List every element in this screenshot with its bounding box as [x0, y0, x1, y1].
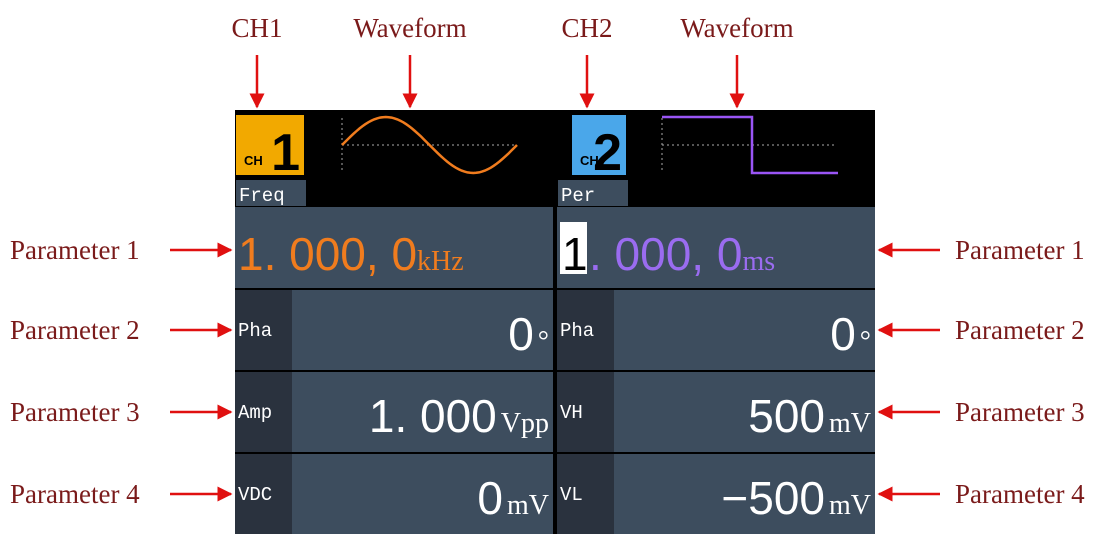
parameter-label: VL: [560, 484, 583, 506]
parameter-label: Pha: [238, 320, 272, 342]
value: 0: [477, 472, 503, 524]
value: 1. 000, 0: [238, 228, 417, 280]
annotation: Parameter 3: [10, 397, 140, 427]
parameter-label: VDC: [238, 484, 272, 506]
value: . 000, 0: [589, 228, 742, 280]
unit: mV: [829, 490, 871, 521]
unit: kHz: [417, 246, 464, 277]
badge-label: CH: [244, 153, 263, 168]
unit: Vpp: [501, 408, 549, 439]
annotation: Parameter 1: [10, 235, 140, 265]
value: 0: [830, 308, 856, 360]
value: 1. 000: [369, 390, 497, 442]
parameter-label: Amp: [238, 402, 272, 424]
parameter-label: Pha: [560, 320, 594, 342]
parameter-label: VH: [560, 402, 583, 424]
annotation: CH2: [561, 13, 612, 43]
value: −500: [721, 472, 825, 524]
annotation: Parameter 1: [955, 235, 1085, 265]
annotation: Parameter 2: [955, 315, 1085, 345]
annotation: Parameter 4: [955, 479, 1085, 509]
unit: ms: [742, 246, 775, 277]
unit: mV: [507, 490, 549, 521]
annotation: Parameter 4: [10, 479, 140, 509]
unit: °: [860, 326, 871, 357]
unit: °: [538, 326, 549, 357]
value: 0: [508, 308, 534, 360]
badge-number: 2: [593, 124, 622, 182]
annotation: Parameter 2: [10, 315, 140, 345]
annotation: Waveform: [353, 13, 466, 43]
annotation: CH1: [231, 13, 282, 43]
diagram: CH1WaveformCH2WaveformParameter 1Paramet…: [0, 0, 1112, 534]
annotation: Parameter 3: [955, 397, 1085, 427]
annotation: Waveform: [680, 13, 793, 43]
tab-label: Per: [561, 185, 595, 207]
tab-label: Freq: [239, 185, 285, 207]
badge-number: 1: [271, 124, 300, 182]
cursor-digit: 1: [562, 228, 588, 280]
unit: mV: [829, 408, 871, 439]
value: 500: [748, 390, 825, 442]
